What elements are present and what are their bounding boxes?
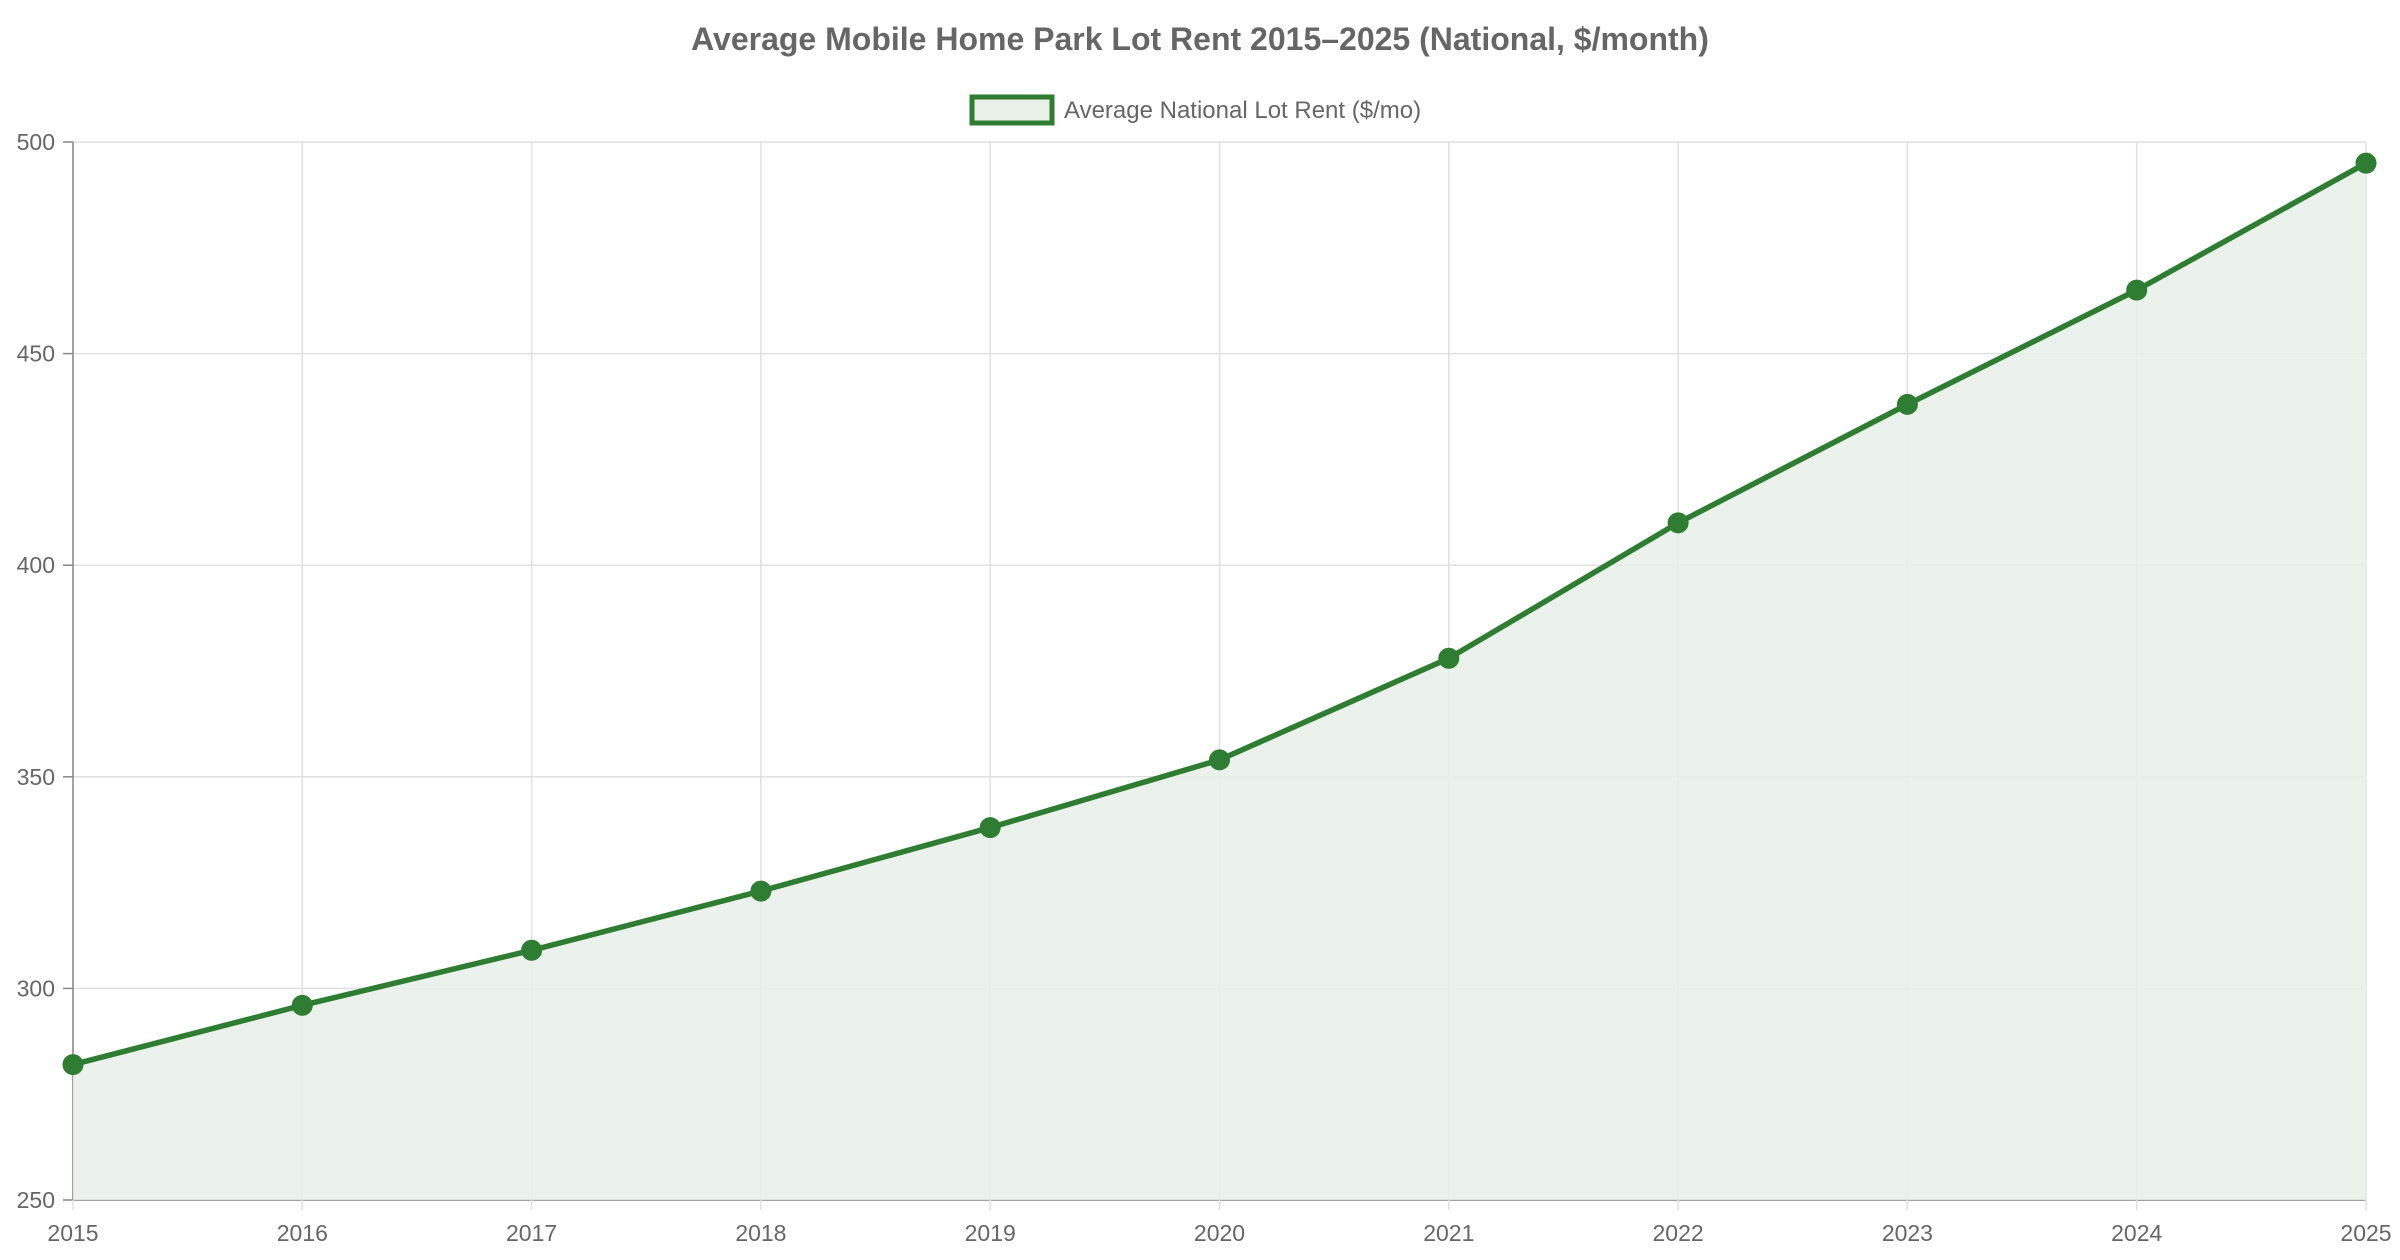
- area-layer: [73, 163, 2366, 1200]
- legend-swatch: [969, 94, 1055, 126]
- data-point-2018[interactable]: [750, 880, 772, 902]
- x-tick-label: 2021: [1423, 1220, 1474, 1246]
- x-tick-label: 2019: [965, 1220, 1016, 1246]
- data-point-2023[interactable]: [1896, 393, 1918, 415]
- legend[interactable]: Average National Lot Rent ($/mo): [969, 94, 1421, 126]
- x-tick-label: 2024: [2111, 1220, 2162, 1246]
- data-points: [62, 152, 2377, 1076]
- data-point-2016[interactable]: [291, 994, 313, 1016]
- series-area-fill: [73, 163, 2366, 1200]
- x-tick-label: 2025: [2340, 1220, 2391, 1246]
- data-point-2021[interactable]: [1438, 647, 1460, 669]
- y-tick-label: 500: [17, 129, 55, 155]
- data-point-2022[interactable]: [1667, 512, 1689, 534]
- data-point-2017[interactable]: [521, 939, 543, 961]
- y-tick-label: 300: [17, 975, 55, 1001]
- legend-label: Average National Lot Rent ($/mo): [1064, 97, 1421, 124]
- x-tick-label: 2016: [277, 1220, 328, 1246]
- y-tick-label: 400: [17, 552, 55, 578]
- data-point-2024[interactable]: [2126, 279, 2148, 301]
- x-axis-tick-labels: 2015 2016 2017 2018 2019 2020 2021 2022 2023 2024…: [47, 1220, 2391, 1246]
- y-tick-label: 450: [17, 341, 55, 367]
- x-tick-label: 2015: [47, 1220, 98, 1246]
- x-tick-label: 2023: [1882, 1220, 1933, 1246]
- x-tick-label: 2017: [506, 1220, 557, 1246]
- data-point-2020[interactable]: [1209, 749, 1230, 771]
- x-tick-label: 2022: [1653, 1220, 1704, 1246]
- y-tick-label: 250: [17, 1187, 55, 1213]
- y-axis-tick-labels: 250 300 350 400 450 500: [17, 129, 55, 1213]
- data-point-2015[interactable]: [62, 1054, 84, 1076]
- data-point-2019[interactable]: [979, 817, 1001, 839]
- x-tick-label: 2020: [1194, 1220, 1245, 1246]
- x-tick-label: 2018: [735, 1220, 786, 1246]
- y-tick-label: 350: [17, 764, 55, 790]
- data-point-2025[interactable]: [2355, 152, 2377, 174]
- chart-title: Average Mobile Home Park Lot Rent 2015–2…: [691, 21, 1709, 57]
